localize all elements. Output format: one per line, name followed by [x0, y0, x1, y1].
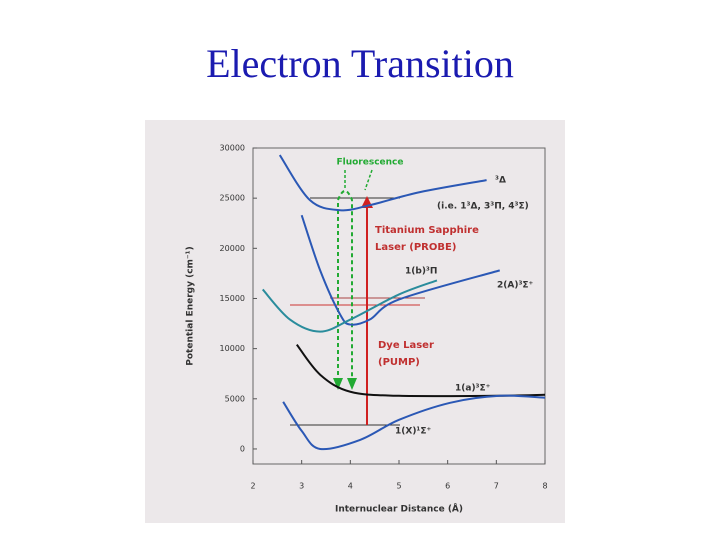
annotation: Titanium Sapphire	[375, 225, 479, 236]
annotation: (PUMP)	[378, 357, 420, 368]
y-tick-label: 25000	[220, 194, 245, 203]
x-tick-label: 3	[299, 482, 304, 491]
annotation: Fluorescence	[336, 158, 403, 168]
fluorescence-arrow	[337, 190, 353, 382]
y-tick-label: 15000	[220, 294, 245, 303]
y-tick-label: 5000	[225, 394, 245, 403]
annotation: Laser (PROBE)	[375, 242, 456, 253]
annotation: (i.e. 1³Δ, 3³Π, 4³Σ)	[437, 202, 529, 212]
fluorescence-pointer	[344, 169, 373, 191]
y-tick-label: 20000	[220, 244, 245, 253]
x-tick-label: 4	[348, 482, 353, 491]
x-axis-label: Internuclear Distance (Å)	[335, 504, 463, 515]
y-tick-label: 0	[240, 444, 245, 453]
annotation: Dye Laser	[378, 340, 434, 351]
curve-label: 1(b)³Π	[405, 267, 437, 277]
curve	[300, 214, 501, 326]
curve	[282, 394, 546, 451]
curve-label: 1(X)¹Σ⁺	[395, 427, 432, 437]
x-tick-label: 7	[494, 482, 499, 491]
slide-title: Electron Transition	[206, 41, 514, 86]
x-tick-label: 2	[250, 482, 255, 491]
curve-label: 1(a)³Σ⁺	[455, 384, 491, 394]
x-tick-label: 5	[396, 482, 401, 491]
y-tick-label: 30000	[220, 144, 245, 153]
x-tick-label: 8	[542, 482, 547, 491]
y-axis-label: Potential Energy (cm⁻¹)	[186, 246, 196, 365]
y-tick-label: 10000	[220, 344, 245, 353]
curve	[261, 279, 438, 333]
curve	[278, 154, 487, 212]
figure-background	[145, 120, 565, 523]
x-tick-label: 6	[445, 482, 450, 491]
curve-label: ³Δ	[495, 176, 506, 186]
curve-label: 2(A)³Σ⁺	[497, 281, 534, 291]
